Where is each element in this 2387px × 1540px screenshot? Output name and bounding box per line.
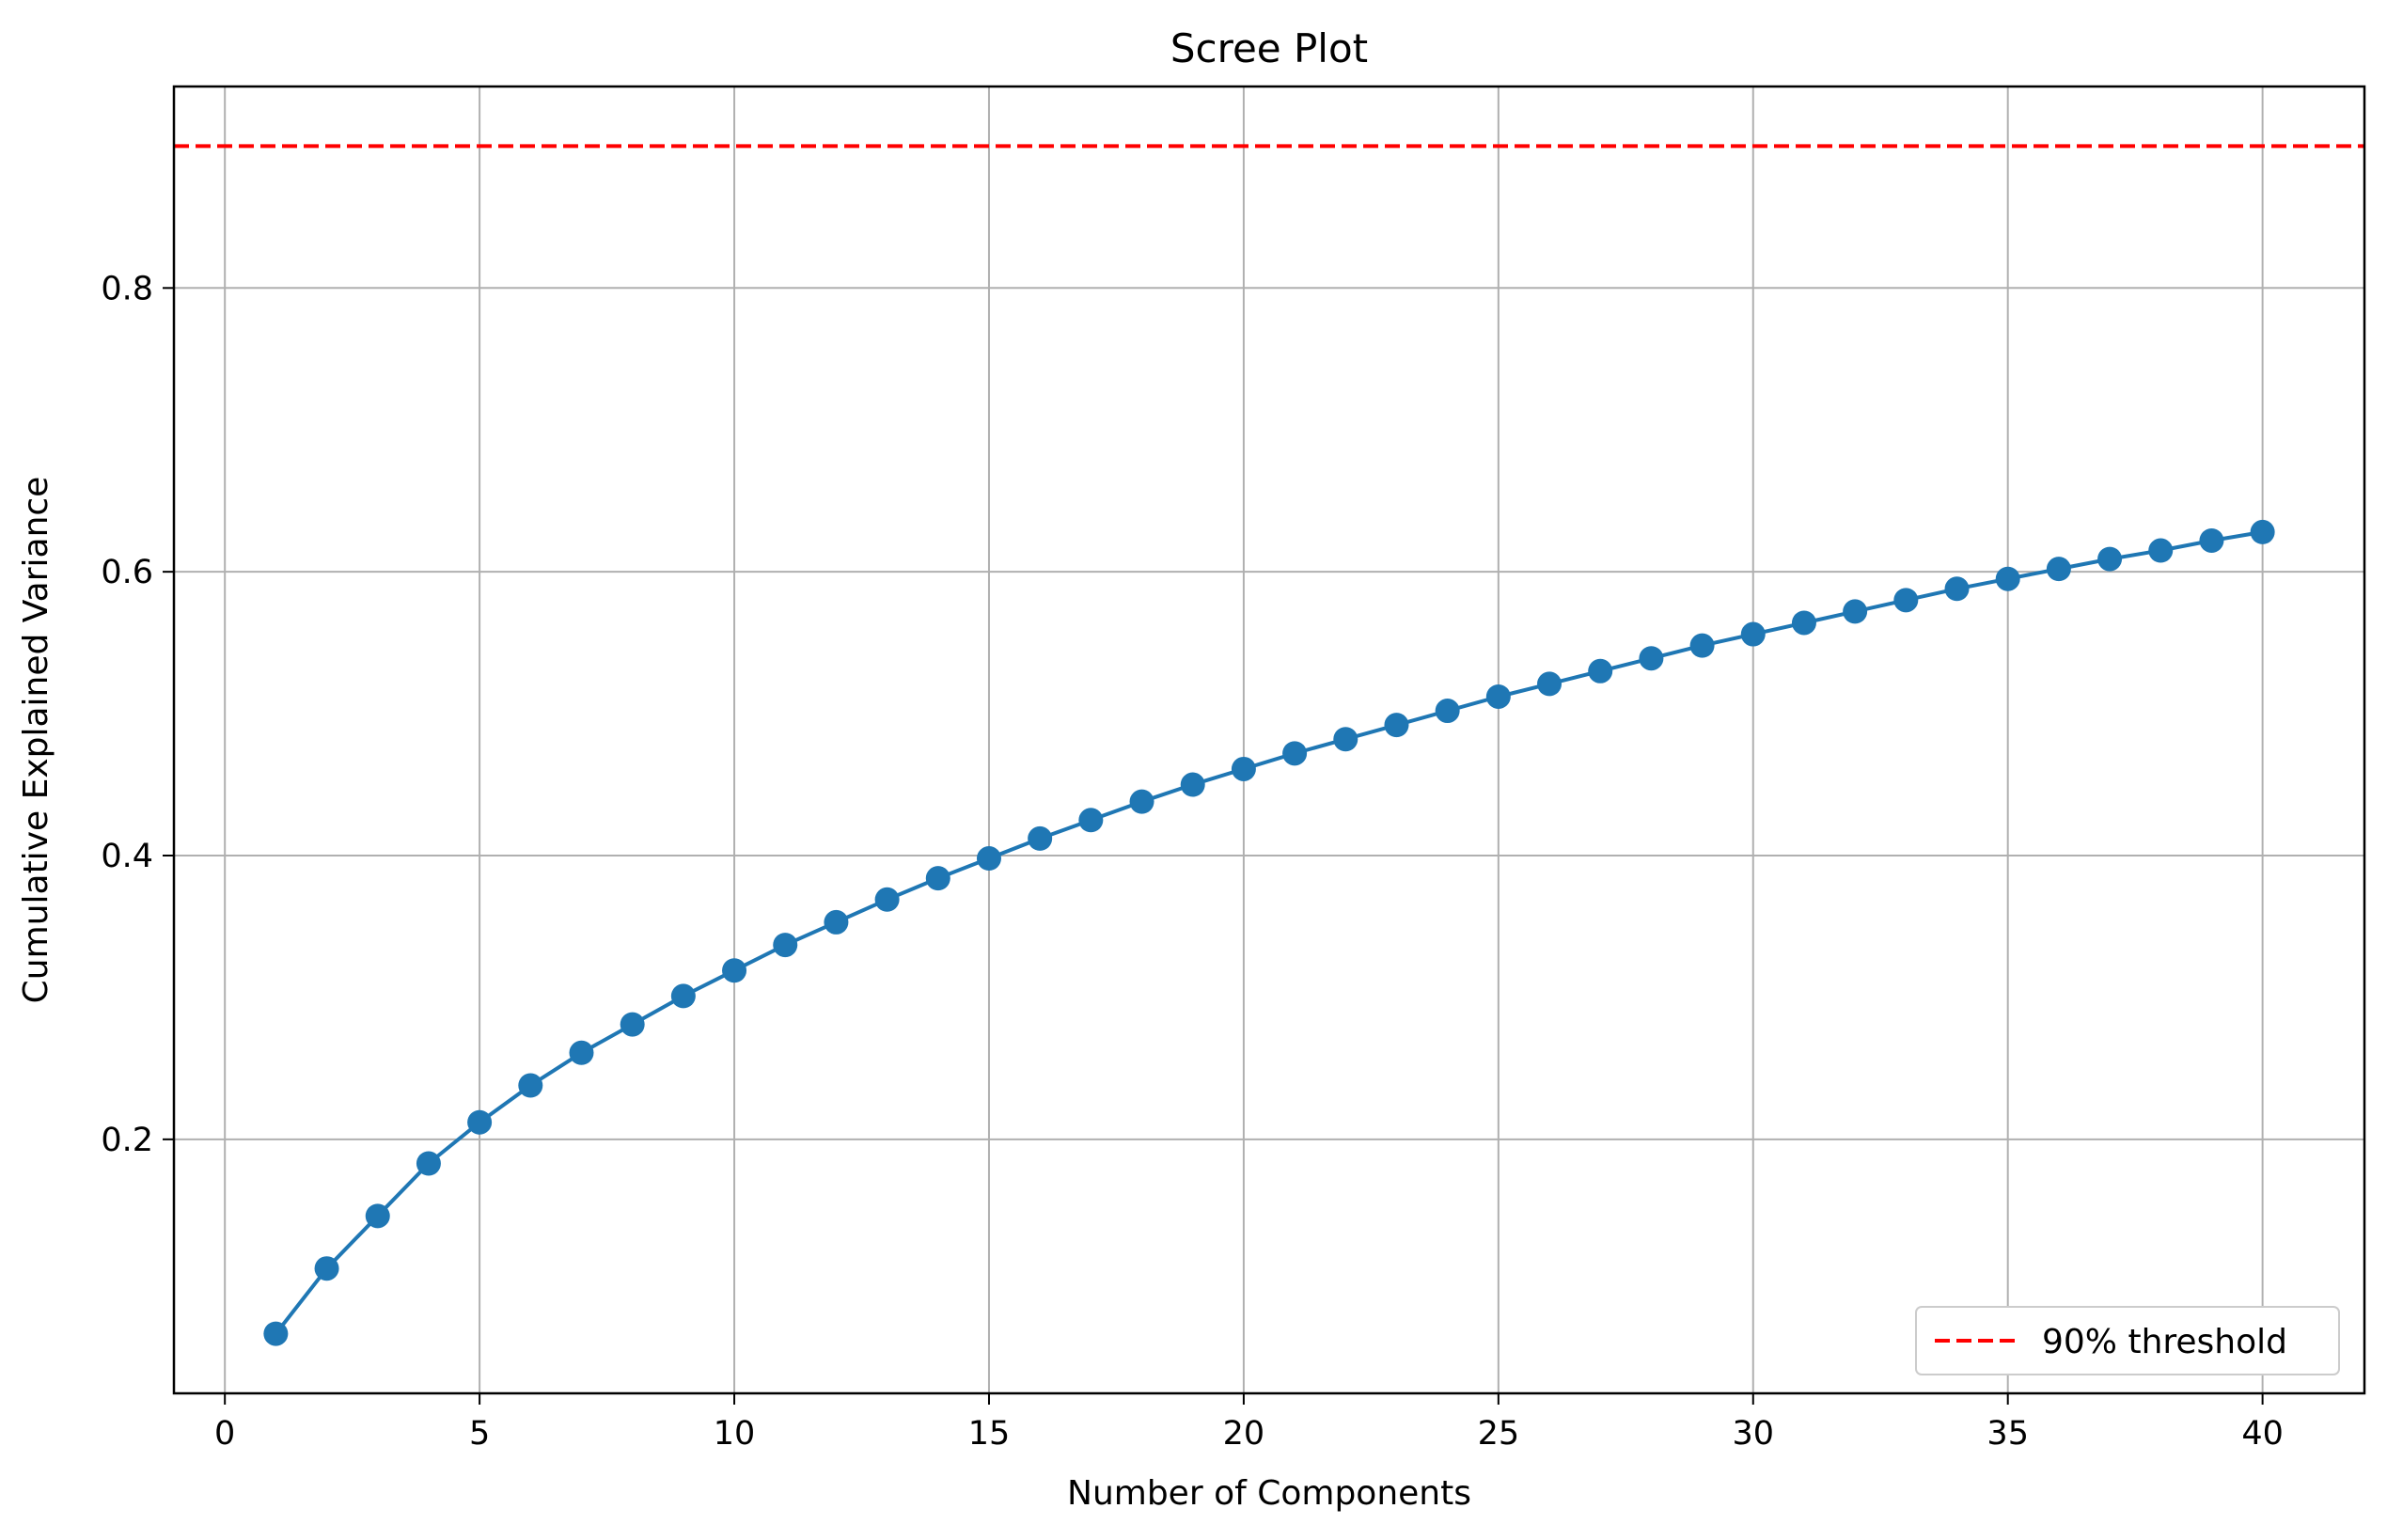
x-tick-label-40: 40 xyxy=(2241,1415,2284,1453)
data-point-21 xyxy=(1282,741,1308,766)
data-point-33 xyxy=(1893,588,1919,613)
y-tick-label-0.2: 0.2 xyxy=(101,1122,153,1159)
y-tick-label-0.4: 0.4 xyxy=(101,838,153,875)
data-point-6 xyxy=(518,1073,543,1098)
x-tick-label-35: 35 xyxy=(1987,1415,2029,1453)
data-point-1 xyxy=(263,1321,289,1346)
x-axis-label: Number of Components xyxy=(1067,1474,1471,1513)
data-point-5 xyxy=(467,1109,493,1135)
plot-frame xyxy=(172,85,2366,1395)
x-tick-label-30: 30 xyxy=(1732,1415,1774,1453)
x-tick-label-25: 25 xyxy=(1478,1415,1520,1453)
data-point-35 xyxy=(1995,566,2020,591)
data-point-3 xyxy=(365,1203,390,1229)
grid xyxy=(174,86,2364,1393)
data-point-8 xyxy=(620,1012,645,1037)
data-point-31 xyxy=(1791,610,1816,636)
x-tick-label-5: 5 xyxy=(469,1415,490,1453)
data-point-19 xyxy=(1180,772,1205,797)
x-tick-label-15: 15 xyxy=(968,1415,1011,1453)
chart-title: Scree Plot xyxy=(1170,25,1368,71)
data-point-9 xyxy=(670,983,696,1009)
x-tick-label-0: 0 xyxy=(214,1415,235,1453)
data-point-37 xyxy=(2097,546,2123,572)
legend-entry-90-threshold: 90% threshold xyxy=(2042,1323,2287,1361)
data-point-12 xyxy=(824,909,849,935)
x-axis-ticks: 0 5 10 15 20 25 30 35 40 xyxy=(214,1393,2284,1453)
data-point-15 xyxy=(976,846,1001,872)
data-point-38 xyxy=(2148,538,2174,563)
data-point-32 xyxy=(1843,599,1868,624)
data-point-22 xyxy=(1333,727,1358,752)
data-point-30 xyxy=(1740,621,1766,647)
y-axis-label: Cumulative Explained Variance xyxy=(17,477,55,1004)
x-tick-label-20: 20 xyxy=(1223,1415,1265,1453)
data-point-36 xyxy=(2046,557,2071,582)
series xyxy=(263,519,2275,1346)
data-point-14 xyxy=(925,866,950,891)
data-point-17 xyxy=(1078,808,1104,833)
x-tick-label-10: 10 xyxy=(714,1415,756,1453)
data-point-4 xyxy=(416,1151,441,1176)
data-point-10 xyxy=(722,958,747,983)
data-point-40 xyxy=(2250,519,2275,544)
data-point-39 xyxy=(2199,527,2224,553)
series-line xyxy=(274,529,2263,1335)
data-point-28 xyxy=(1639,646,1664,671)
data-point-26 xyxy=(1537,671,1563,697)
data-point-18 xyxy=(1129,789,1154,814)
y-tick-label-0.6: 0.6 xyxy=(101,554,153,591)
data-point-13 xyxy=(874,887,900,912)
data-point-29 xyxy=(1689,633,1715,658)
y-tick-label-0.8: 0.8 xyxy=(101,270,153,307)
data-point-24 xyxy=(1435,699,1460,724)
data-point-7 xyxy=(569,1040,594,1065)
data-point-2 xyxy=(314,1256,339,1281)
data-point-27 xyxy=(1588,658,1613,684)
data-point-25 xyxy=(1485,684,1511,709)
data-point-11 xyxy=(773,933,798,958)
y-axis-ticks: 0.2 0.4 0.6 0.8 xyxy=(101,270,174,1159)
legend: 90% threshold xyxy=(1915,1306,2340,1375)
legend-box xyxy=(1915,1306,2340,1375)
data-point-23 xyxy=(1384,713,1409,738)
data-point-20 xyxy=(1231,756,1256,781)
data-point-34 xyxy=(1944,576,1970,602)
data-point-16 xyxy=(1028,825,1053,851)
